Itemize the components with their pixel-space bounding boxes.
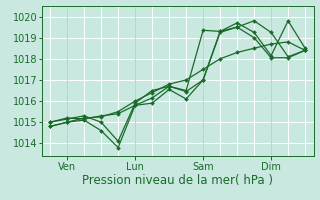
X-axis label: Pression niveau de la mer( hPa ): Pression niveau de la mer( hPa ): [82, 174, 273, 187]
